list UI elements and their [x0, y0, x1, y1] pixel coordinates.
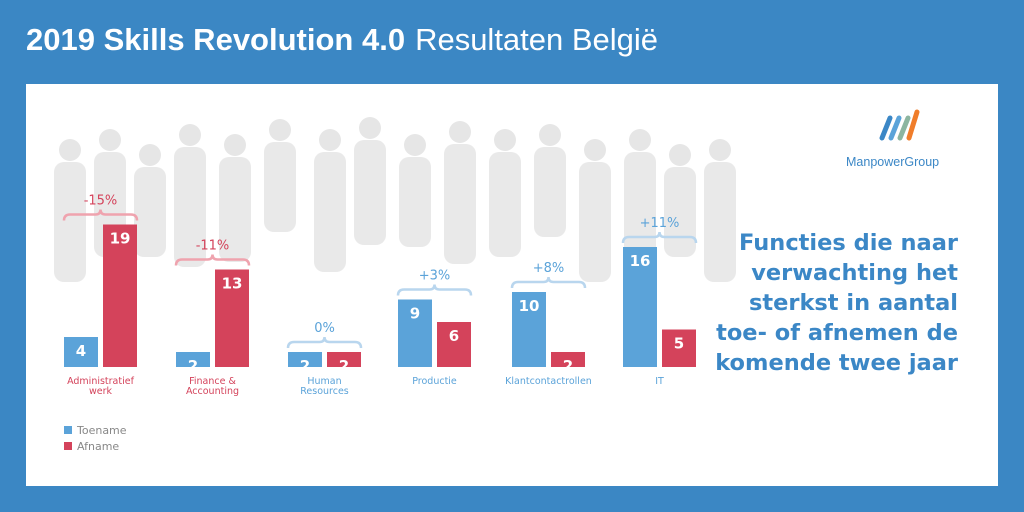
- crowd-body-icon: [219, 157, 251, 262]
- crowd-body-icon: [624, 152, 656, 257]
- crowd-body-icon: [174, 147, 206, 267]
- crowd-head-icon: [629, 129, 651, 151]
- category-label: IT: [655, 376, 664, 387]
- crowd-body-icon: [399, 157, 431, 247]
- crowd-head-icon: [59, 139, 81, 161]
- crowd-head-icon: [139, 144, 161, 166]
- category-label: Resources: [300, 386, 349, 397]
- crowd-head-icon: [269, 119, 291, 141]
- crowd-head-icon: [319, 129, 341, 151]
- bar-value-label: 16: [630, 252, 651, 270]
- bar-afname: [215, 269, 249, 367]
- bar-value-label: 9: [410, 305, 420, 323]
- change-label: -11%: [196, 239, 230, 254]
- crowd-head-icon: [179, 124, 201, 146]
- crowd-body-icon: [704, 162, 736, 282]
- bar-toename: [288, 352, 322, 367]
- bar-value-label: 2: [300, 357, 310, 375]
- category-label: werk: [89, 386, 113, 397]
- change-brace: [510, 276, 587, 289]
- bar-value-label: 4: [76, 342, 86, 360]
- page-title: 2019 Skills Revolution 4.0 Resultaten Bel…: [26, 22, 659, 57]
- change-label: -15%: [84, 194, 118, 209]
- bar-value-label: 10: [519, 297, 540, 315]
- legend-swatch: [64, 426, 72, 434]
- change-brace: [286, 336, 363, 349]
- crowd-head-icon: [584, 139, 606, 161]
- logo-mark-icon: [906, 109, 920, 141]
- category-label: Accounting: [186, 386, 239, 397]
- bar-value-label: 19: [110, 230, 131, 248]
- change-label: +8%: [533, 261, 565, 276]
- crowd-body-icon: [444, 144, 476, 264]
- bar-afname: [103, 224, 137, 367]
- change-label: +11%: [640, 216, 680, 231]
- legend-label: Afname: [77, 440, 119, 453]
- headline: Functies die naar verwachting het sterks…: [715, 230, 958, 376]
- crowd-head-icon: [99, 129, 121, 151]
- change-brace: [396, 284, 473, 296]
- bar-value-label: 2: [563, 357, 573, 375]
- crowd-body-icon: [314, 152, 346, 272]
- bar-toename: [64, 337, 98, 367]
- logo-text: ManpowerGroup: [846, 155, 940, 169]
- change-label: +3%: [419, 269, 451, 284]
- crowd-head-icon: [404, 134, 426, 156]
- bar-toename: [398, 299, 432, 367]
- change-brace: [62, 209, 139, 221]
- crowd-body-icon: [54, 162, 86, 282]
- change-brace: [174, 254, 251, 266]
- logo-mark-icon: [897, 115, 911, 141]
- crowd-body-icon: [489, 152, 521, 257]
- category-label: Administratief: [67, 376, 135, 387]
- bar-value-label: 5: [674, 335, 684, 353]
- bar-afname: [662, 329, 696, 367]
- crowd-body-icon: [664, 167, 696, 257]
- logo-mark-icon: [888, 115, 902, 141]
- legend-label: Toename: [76, 424, 127, 437]
- category-label: Klantcontactrollen: [505, 376, 592, 387]
- bar-afname: [437, 322, 471, 367]
- crowd-body-icon: [579, 162, 611, 282]
- crowd-head-icon: [359, 117, 381, 139]
- crowd-head-icon: [224, 134, 246, 156]
- crowd-body-icon: [534, 147, 566, 237]
- category-label: Finance &: [189, 376, 236, 387]
- crowd-head-icon: [669, 144, 691, 166]
- crowd-body-icon: [134, 167, 166, 257]
- bar-toename: [176, 352, 210, 367]
- page-subtitle: Resultaten België: [415, 22, 659, 57]
- legend-swatch: [64, 442, 72, 450]
- crowd-head-icon: [449, 121, 471, 143]
- bar-value-label: 2: [339, 357, 349, 375]
- crowd-body-icon: [354, 140, 386, 245]
- bar-value-label: 2: [188, 357, 198, 375]
- bar-toename: [623, 247, 657, 367]
- bar-afname: [551, 352, 585, 367]
- crowd-head-icon: [539, 124, 561, 146]
- bar-value-label: 13: [222, 275, 243, 293]
- crowd-head-icon: [709, 139, 731, 161]
- bar-toename: [512, 292, 546, 367]
- crowd-body-icon: [264, 142, 296, 232]
- change-label: 0%: [314, 321, 335, 336]
- logo-mark-icon: [879, 115, 893, 141]
- crowd-head-icon: [494, 129, 516, 151]
- bar-afname: [327, 352, 361, 367]
- bar-value-label: 6: [449, 327, 459, 345]
- change-brace: [621, 231, 698, 244]
- category-label: Productie: [412, 376, 457, 387]
- category-label: Human: [307, 376, 341, 387]
